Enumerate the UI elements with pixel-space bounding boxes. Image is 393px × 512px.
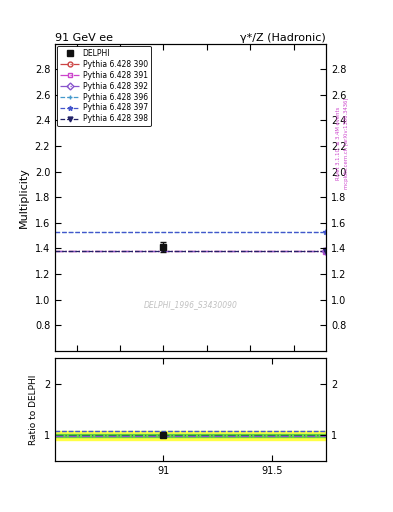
- Text: DELPHI_1996_S3430090: DELPHI_1996_S3430090: [144, 300, 237, 309]
- Bar: [55, 431, 326, 440]
- Text: γ*/Z (Hadronic): γ*/Z (Hadronic): [241, 33, 326, 42]
- Y-axis label: Multiplicity: Multiplicity: [19, 167, 29, 227]
- Text: 91 GeV ee: 91 GeV ee: [55, 33, 113, 42]
- Legend: DELPHI, Pythia 6.428 390, Pythia 6.428 391, Pythia 6.428 392, Pythia 6.428 396, : DELPHI, Pythia 6.428 390, Pythia 6.428 3…: [57, 46, 151, 126]
- Bar: [55, 434, 326, 437]
- Text: mcplots.cern.ch [arXiv:1306.3436]: mcplots.cern.ch [arXiv:1306.3436]: [344, 98, 349, 189]
- Text: Rivet 3.1.10, ≥ 3.4M events: Rivet 3.1.10, ≥ 3.4M events: [336, 106, 341, 180]
- Y-axis label: Ratio to DELPHI: Ratio to DELPHI: [29, 374, 39, 445]
